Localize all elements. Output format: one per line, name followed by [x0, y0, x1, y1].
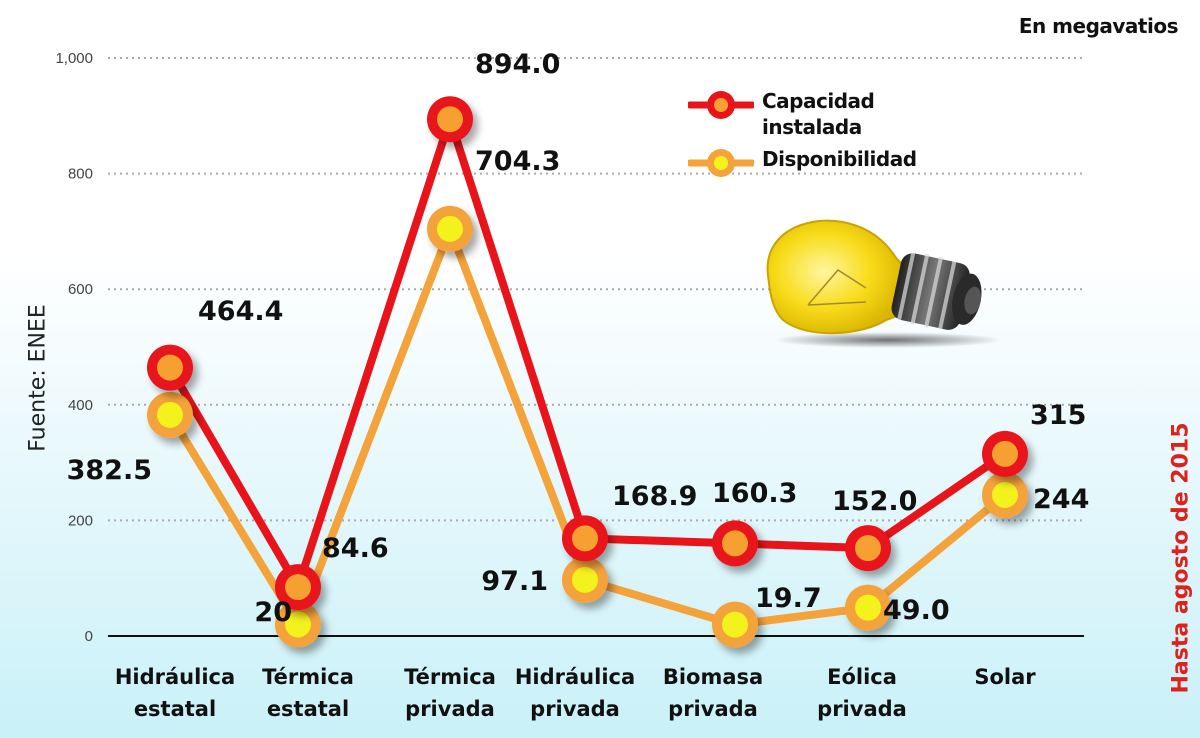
y-tick-label: 600: [68, 281, 93, 298]
x-category-label: privada: [405, 697, 495, 721]
series-markers: [147, 96, 1028, 648]
value-label-capacity: 168.9: [612, 481, 697, 512]
x-category-label: Hidráulica: [515, 665, 635, 689]
x-category-label: Biomasa: [663, 665, 763, 689]
legend: Capacidad instalada Disponibilidad: [688, 88, 917, 186]
value-label-availability: 244: [1033, 484, 1089, 515]
x-category-label: privada: [668, 697, 758, 721]
value-label-capacity: 84.6: [322, 533, 389, 564]
x-category-label: Solar: [974, 665, 1036, 689]
x-category-label: privada: [530, 697, 620, 721]
x-axis-labels: Hidráulica estatal Térmica estatal Térmica pr…: [115, 665, 1036, 721]
value-label-capacity: 152.0: [832, 486, 917, 517]
x-category-label: estatal: [267, 697, 349, 721]
value-label-availability: 19.7: [755, 583, 822, 614]
value-label-availability: 97.1: [481, 566, 548, 597]
value-label-availability: 382.5: [67, 455, 152, 486]
legend-item-capacity: Capacidad instalada: [688, 88, 917, 140]
date-note: Hasta agosto de 2015: [1168, 422, 1194, 694]
value-label-capacity: 160.3: [712, 478, 797, 509]
data-point-availability: [562, 556, 608, 603]
y-tick-label: 400: [68, 397, 93, 414]
light-bulb-icon: [766, 219, 1003, 348]
source-label: Fuente: ENEE: [25, 304, 51, 452]
x-category-label: Eólica: [827, 665, 897, 689]
data-point-capacity: [982, 430, 1028, 477]
y-tick-label: 800: [68, 166, 93, 183]
value-label-capacity: 464.4: [198, 296, 283, 327]
capacity-marker-icon: [688, 91, 754, 119]
data-point-availability: [712, 601, 758, 648]
y-tick-label: 200: [68, 512, 93, 529]
data-point-capacity: [562, 515, 608, 562]
y-tick-label: 0: [85, 628, 93, 645]
y-tick-label: 1,000: [55, 50, 93, 67]
value-label-capacity: 894.0: [475, 49, 560, 80]
data-point-capacity: [147, 344, 193, 391]
x-category-label: privada: [817, 697, 907, 721]
data-point-capacity: [275, 564, 321, 611]
legend-label-availability: Disponibilidad: [762, 147, 917, 171]
data-point-availability: [845, 584, 891, 631]
x-category-label: Hidráulica: [115, 665, 235, 689]
data-point-availability: [982, 471, 1028, 518]
legend-item-availability: Disponibilidad: [688, 146, 917, 180]
data-point-capacity: [845, 525, 891, 572]
data-point-availability: [427, 205, 473, 252]
x-category-label: estatal: [134, 697, 216, 721]
x-category-label: Térmica: [404, 665, 496, 689]
data-point-availability: [147, 391, 193, 438]
data-point-availability: [275, 601, 321, 648]
value-label-availability: 20: [254, 597, 292, 628]
x-category-label: Térmica: [262, 665, 354, 689]
availability-marker-icon: [688, 149, 754, 177]
legend-label-capacity-1: Capacidad: [762, 89, 875, 113]
legend-label-capacity-2: instalada: [762, 115, 862, 139]
value-label-availability: 49.0: [883, 595, 950, 626]
value-label-capacity: 315: [1030, 400, 1086, 431]
data-point-capacity: [712, 520, 758, 567]
units-label: En megavatios: [1018, 14, 1179, 38]
y-axis-ticks: 0 200 400 600 800 1,000: [55, 50, 93, 645]
value-label-availability: 704.3: [475, 146, 560, 177]
value-labels: 464.4 84.6 894.0 168.9 160.3 152.0 315 382.5 20 7…: [67, 49, 1090, 628]
data-point-capacity: [427, 96, 473, 143]
